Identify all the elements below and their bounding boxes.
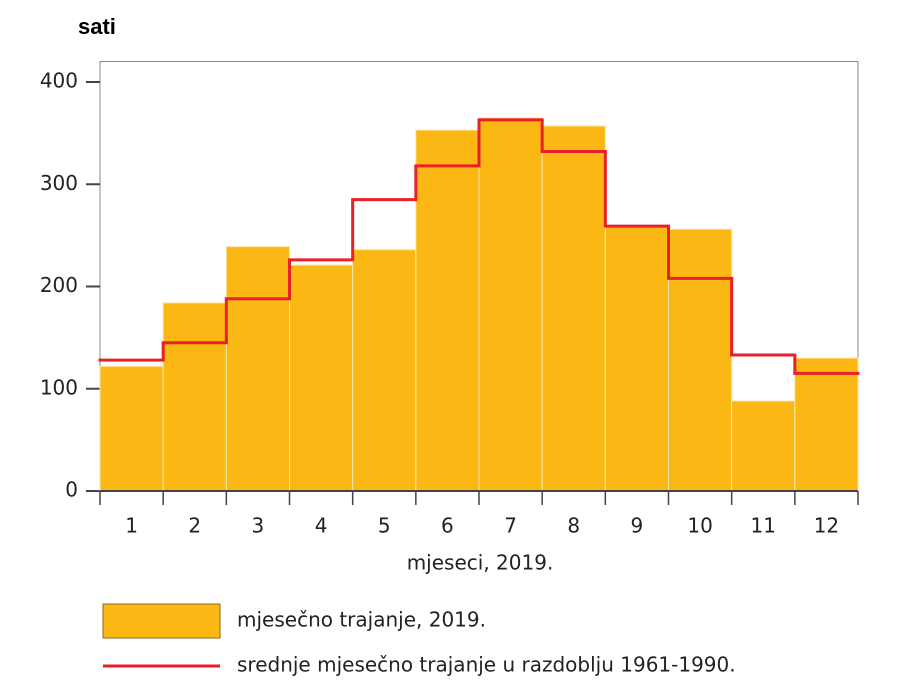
x-tick-label: 12 bbox=[814, 514, 839, 538]
x-tick-label: 2 bbox=[188, 514, 201, 538]
x-tick-label: 5 bbox=[378, 514, 391, 538]
y-tick-label: 100 bbox=[40, 375, 78, 399]
x-tick-label: 1 bbox=[125, 514, 138, 538]
x-tick-label: 4 bbox=[315, 514, 328, 538]
y-tick-label: 300 bbox=[40, 171, 78, 195]
bar bbox=[668, 228, 733, 492]
bar bbox=[794, 357, 859, 492]
legend-label: mjesečno trajanje, 2019. bbox=[237, 608, 486, 632]
y-tick-label: 400 bbox=[40, 69, 78, 93]
x-tick-label: 10 bbox=[687, 514, 712, 538]
bar bbox=[478, 117, 543, 492]
bar bbox=[604, 225, 669, 492]
bar bbox=[352, 249, 417, 492]
bar bbox=[731, 400, 796, 492]
bar bbox=[162, 302, 227, 492]
y-tick-label: 0 bbox=[65, 478, 78, 502]
bar bbox=[415, 129, 480, 492]
x-axis-label: mjeseci, 2019. bbox=[407, 551, 554, 575]
x-tick-label: 11 bbox=[751, 514, 776, 538]
bar bbox=[225, 246, 290, 492]
y-tick-label: 200 bbox=[40, 273, 78, 297]
chart-title: sati bbox=[78, 14, 116, 39]
x-tick-label: 3 bbox=[252, 514, 265, 538]
x-tick-label: 9 bbox=[631, 514, 644, 538]
x-tick-label: 8 bbox=[567, 514, 580, 538]
x-tick-label: 6 bbox=[441, 514, 454, 538]
bar bbox=[99, 365, 164, 492]
legend-swatch bbox=[102, 603, 221, 639]
bar bbox=[541, 125, 606, 492]
bar bbox=[289, 264, 354, 492]
x-tick-label: 7 bbox=[504, 514, 517, 538]
legend-label: srednje mjesečno trajanje u razdoblju 19… bbox=[237, 653, 736, 677]
